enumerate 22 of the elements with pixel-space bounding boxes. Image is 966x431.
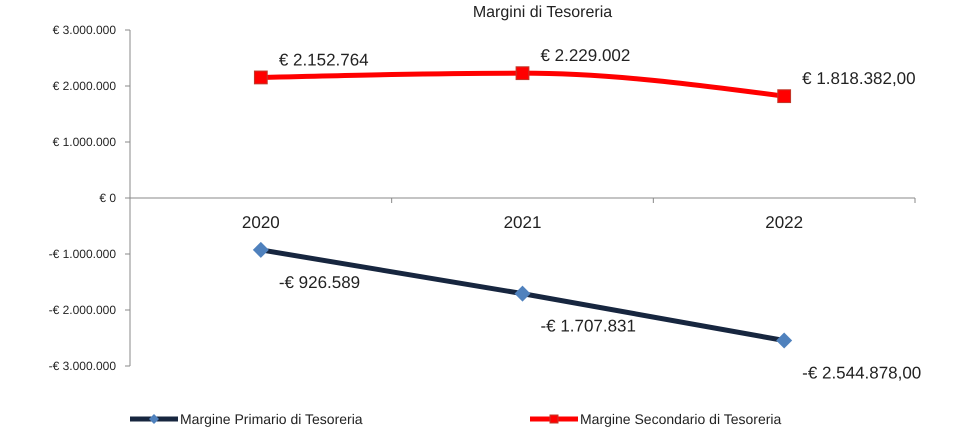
y-tick-label: -€ 2.000.000 [48, 303, 116, 317]
point [777, 89, 792, 104]
x-tick-label: 2020 [242, 213, 280, 232]
y-tick-label: -€ 1.000.000 [48, 247, 116, 261]
data-label: -€ 926.589 [278, 272, 360, 292]
chart-title: Margini di Tesoreria [472, 4, 612, 21]
y-tick-label: € 3.000.000 [52, 23, 116, 37]
y-tick-label: € 2.000.000 [52, 79, 116, 93]
data-label: € 2.229.002 [540, 46, 630, 66]
legend-label: Margine Secondario di Tesoreria [580, 411, 782, 427]
data-label: € 1.818.382,00 [802, 69, 916, 88]
point [254, 70, 268, 84]
legend-label: Margine Primario di Tesoreria [180, 411, 363, 427]
point [516, 66, 530, 80]
y-tick-label: -€ 3.000.000 [48, 359, 116, 373]
y-tick-label: € 1.000.000 [52, 135, 116, 149]
y-tick-label: € 0 [99, 191, 116, 205]
data-label: -€ 1.707.831 [540, 316, 636, 336]
x-tick-label: 2021 [504, 213, 542, 232]
data-label: -€ 2.544.878,00 [802, 364, 922, 383]
data-label: € 2.152.764 [278, 50, 369, 70]
x-tick-label: 2022 [765, 213, 804, 232]
